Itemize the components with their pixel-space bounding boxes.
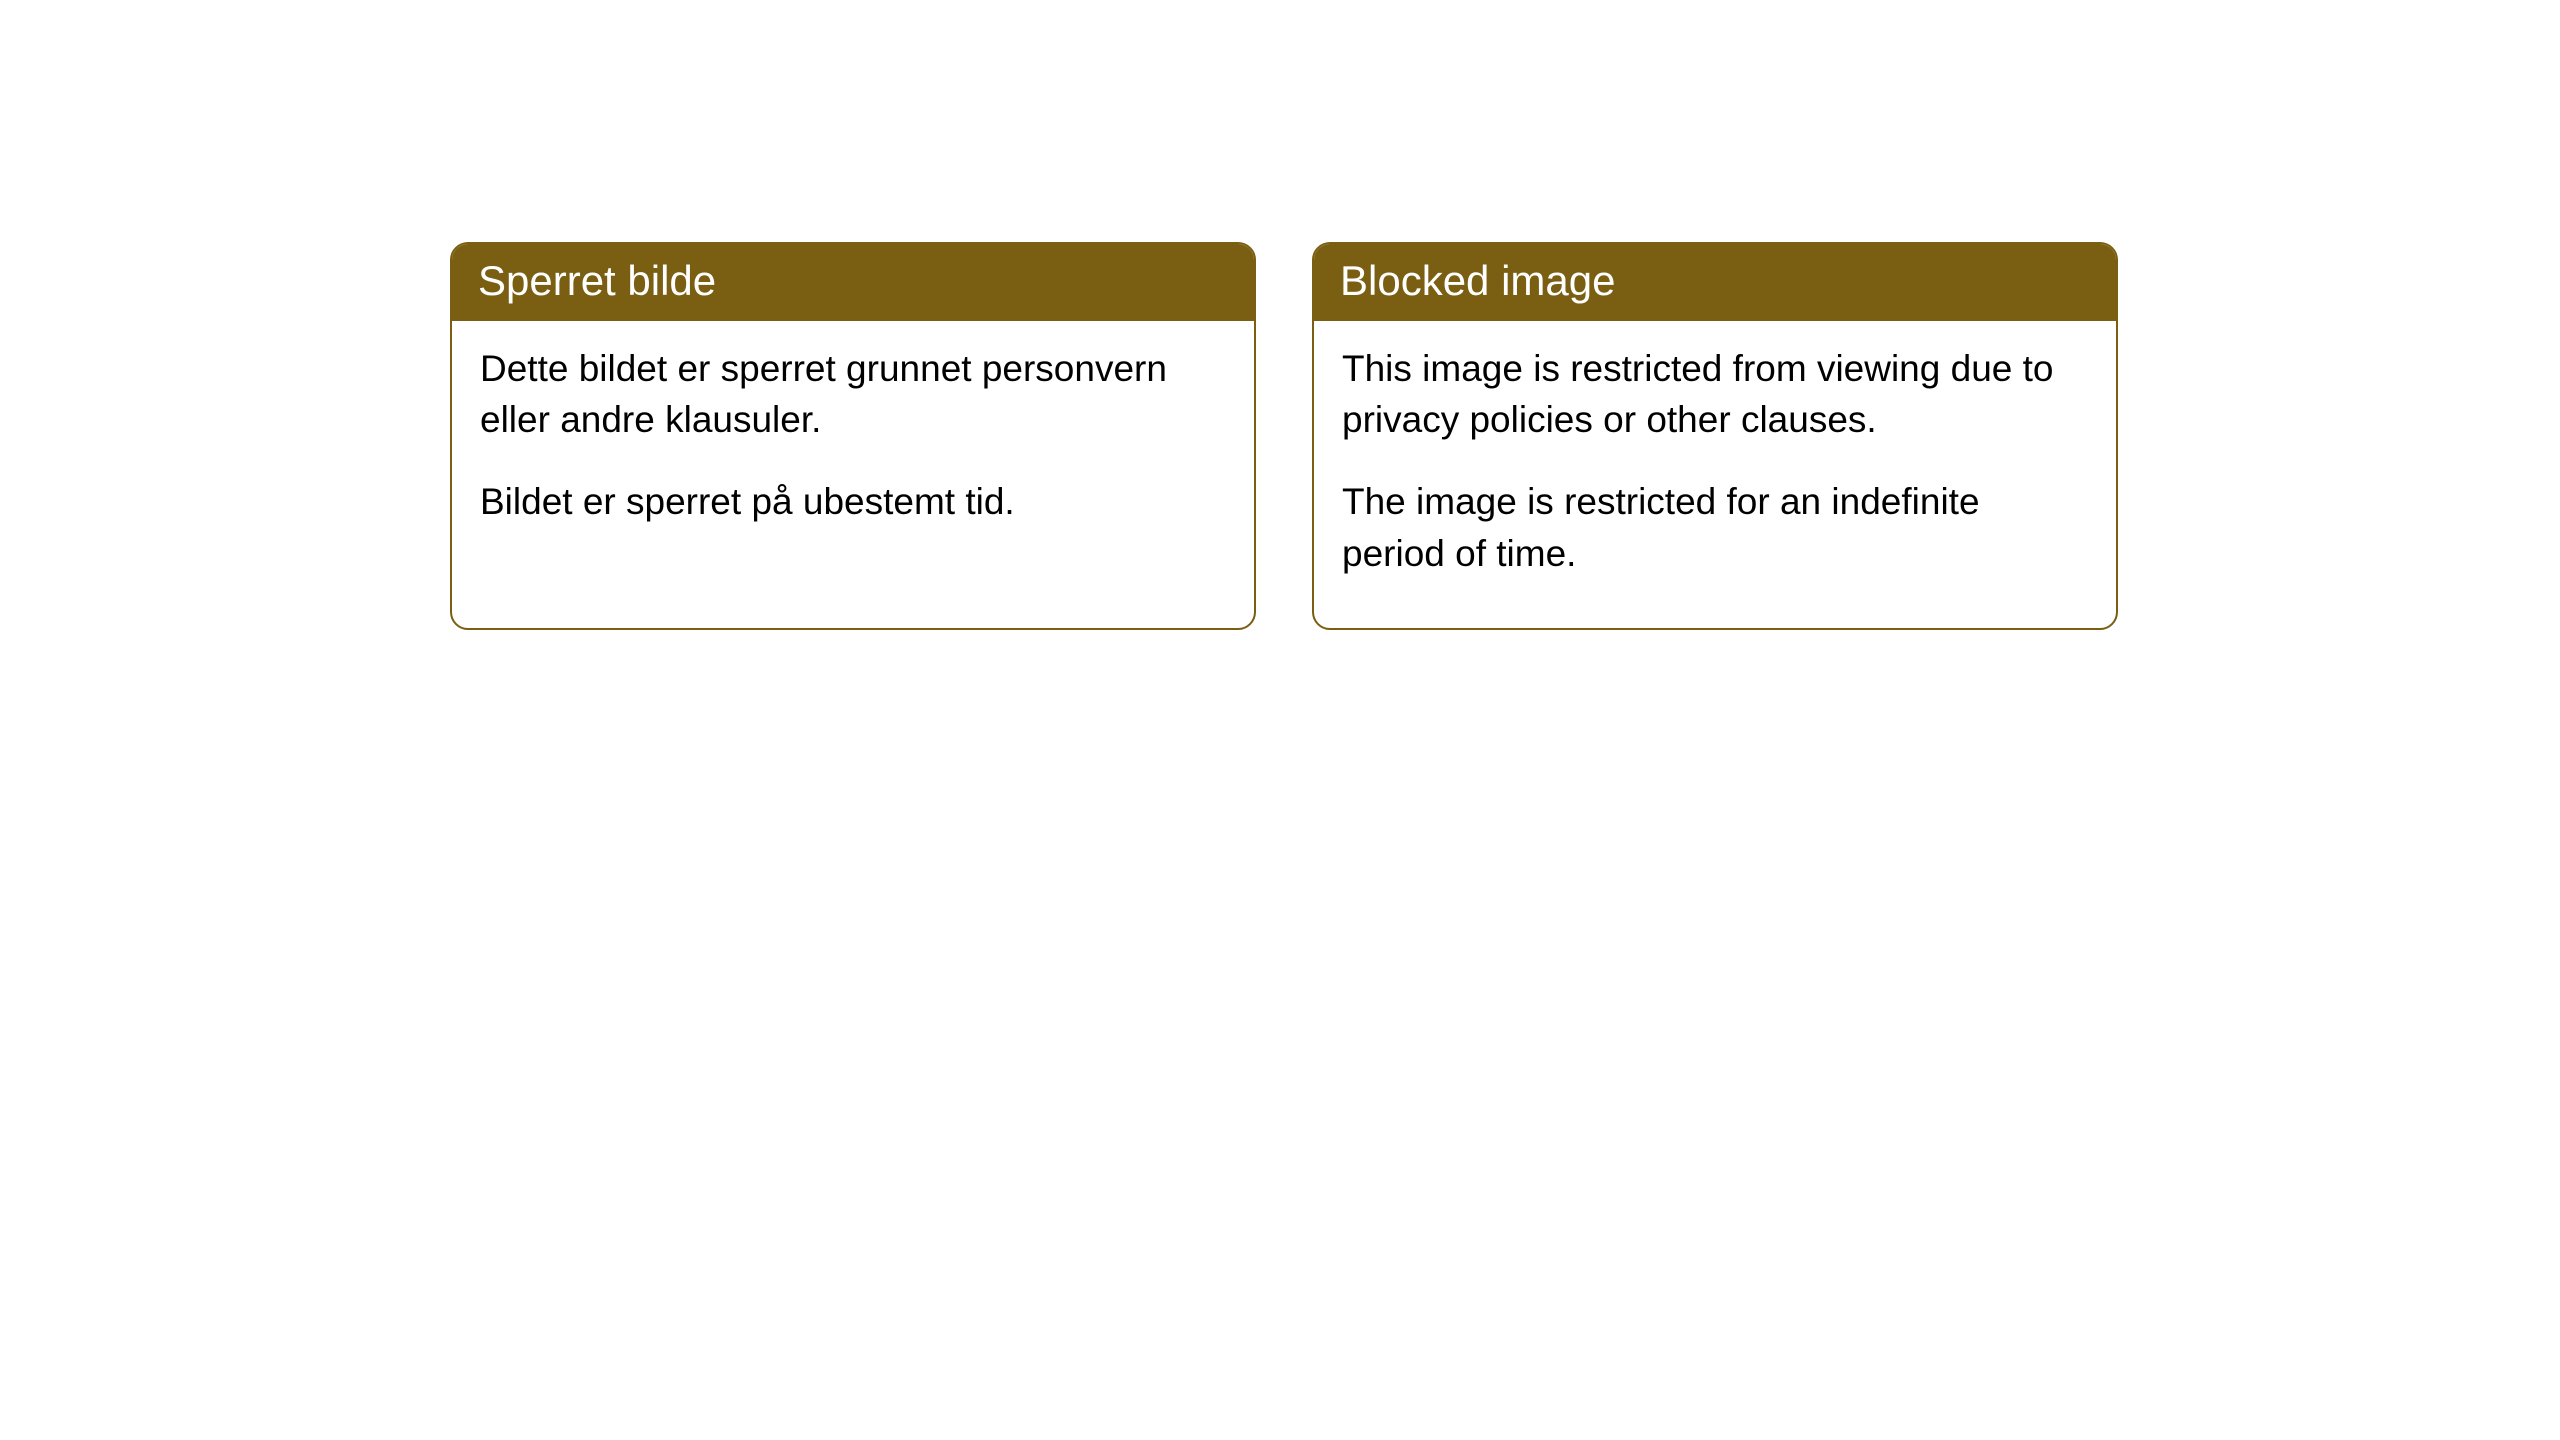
card-english: Blocked image This image is restricted f… xyxy=(1312,242,2118,630)
card-header-norwegian: Sperret bilde xyxy=(452,244,1254,321)
card-norwegian: Sperret bilde Dette bildet er sperret gr… xyxy=(450,242,1256,630)
card-body-english: This image is restricted from viewing du… xyxy=(1314,321,2116,628)
card-paragraph: The image is restricted for an indefinit… xyxy=(1342,476,2088,580)
card-paragraph: Dette bildet er sperret grunnet personve… xyxy=(480,343,1226,447)
cards-container: Sperret bilde Dette bildet er sperret gr… xyxy=(450,242,2118,630)
card-header-english: Blocked image xyxy=(1314,244,2116,321)
card-paragraph: Bildet er sperret på ubestemt tid. xyxy=(480,476,1226,528)
card-paragraph: This image is restricted from viewing du… xyxy=(1342,343,2088,447)
card-body-norwegian: Dette bildet er sperret grunnet personve… xyxy=(452,321,1254,576)
